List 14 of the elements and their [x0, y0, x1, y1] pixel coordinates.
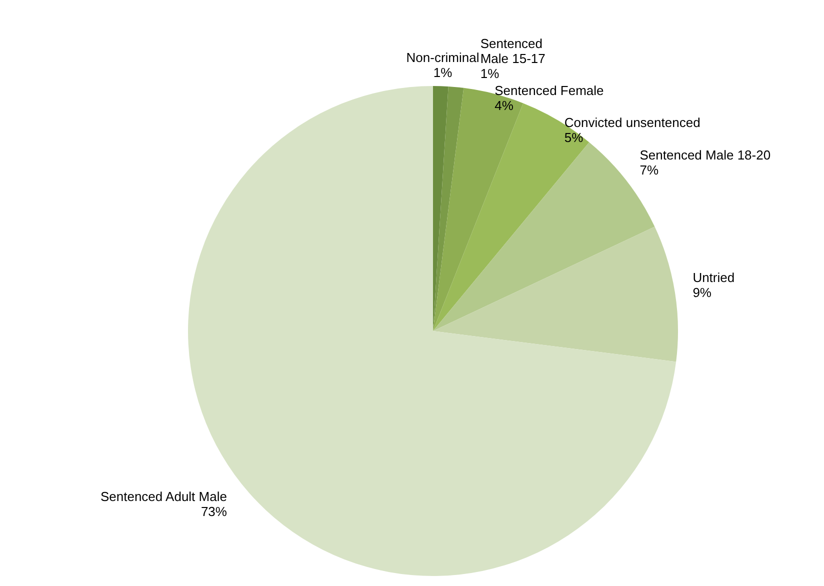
slice-label: Untried [692, 270, 735, 286]
slice-label: Sentenced Female [494, 83, 604, 98]
data-label: 73% [200, 504, 228, 520]
slice-label: Sentenced Male 15-17 [480, 36, 546, 66]
data-label: 4% [494, 98, 514, 114]
slice-label: Non-criminal [406, 50, 480, 66]
slice-label: Convicted unsentenced [564, 115, 700, 130]
data-label: 9% [692, 285, 712, 300]
slice-label: Sentenced Adult Male [100, 489, 227, 504]
data-label: 7% [640, 162, 659, 178]
data-label: 1% [480, 66, 500, 82]
data-label: 5% [564, 130, 584, 146]
slice-label: Sentenced Male 18-20 [640, 148, 771, 163]
data-label: 1% [433, 65, 453, 80]
